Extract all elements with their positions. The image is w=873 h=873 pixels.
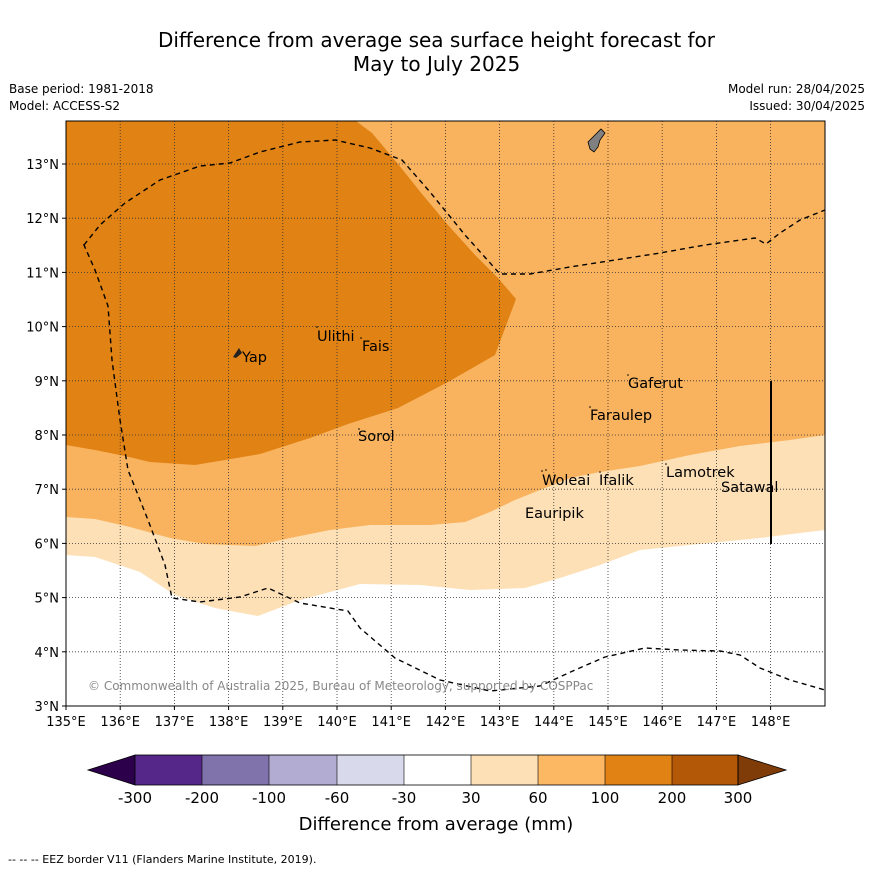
colorbar-segment-4 [337, 755, 404, 785]
lon-tick-label: 142°E [426, 715, 466, 730]
contour-band-100-200 [66, 121, 516, 465]
colorbar-tick-label: -300 [118, 789, 152, 807]
lon-tick-label: 144°E [534, 715, 574, 730]
title-line-1: Difference from average sea surface heig… [157, 28, 716, 52]
place-label-ifalik: Ifalik [599, 473, 634, 489]
contour-band-below-30 [66, 530, 825, 706]
colorbar-tick-label: 300 [724, 789, 753, 807]
place-label-fais: Fais [362, 339, 389, 355]
yap-island [233, 348, 242, 358]
colorbar-segment-1 [135, 755, 202, 785]
map-area: Yap Ulithi Fais Sorol Gaferut Faraulep W… [66, 121, 825, 706]
lon-tick-label: 137°E [155, 715, 195, 730]
colorbar-segment-2 [202, 755, 269, 785]
gridlines [66, 121, 825, 706]
lat-tick-label: 5°N [35, 592, 60, 607]
colorbar-tick-label: -100 [252, 789, 286, 807]
lon-tick-label: 145°E [588, 715, 628, 730]
place-label-eauripik: Eauripik [525, 506, 584, 522]
model-run-text: Model run: 28/04/2025 [727, 82, 865, 96]
place-label-satawal: Satawal [721, 480, 778, 496]
colorbar-tick-label: 30 [461, 789, 480, 807]
colorbar-segment-9 [672, 755, 738, 785]
lon-tick-label: 136°E [100, 715, 140, 730]
colorbar-segment-8 [605, 755, 672, 785]
lat-tick-label: 4°N [35, 646, 60, 661]
colorbar-tick-label: -200 [185, 789, 219, 807]
island-markers [316, 326, 667, 473]
base-period-text: Base period: 1981-2018 [9, 82, 154, 96]
lat-tick-label: 7°N [35, 483, 60, 498]
colorbar: -300 -200 -100 -60 -30 30 60 100 200 300… [86, 754, 788, 835]
lat-tick-label: 13°N [26, 158, 59, 173]
eez-footnote: -- -- -- EEZ border V11 (Flanders Marine… [8, 853, 317, 866]
lon-tick-label: 135°E [46, 715, 86, 730]
lon-tick-label: 146°E [642, 715, 682, 730]
latitude-axis: 3°N 4°N 5°N 6°N 7°N 8°N 9°N 10°N 11°N 12°N 13°N [26, 158, 66, 715]
lat-tick-label: 8°N [35, 429, 60, 444]
colorbar-tick-label: 200 [658, 789, 687, 807]
eez-border [82, 244, 825, 692]
colorbar-label: Difference from average (mm) [299, 814, 574, 835]
meta-left: Base period: 1981-2018 Model: ACCESS-S2 [9, 81, 154, 115]
colorbar-segment-5 [404, 755, 471, 785]
meta-right: Model run: 28/04/2025 Issued: 30/04/2025 [728, 81, 865, 115]
colorbar-tick-label: -60 [325, 789, 350, 807]
colorbar-segment-3 [269, 755, 337, 785]
colorbar-extend-high [737, 754, 788, 786]
lat-tick-label: 11°N [26, 266, 59, 281]
lat-tick-label: 6°N [35, 537, 60, 552]
colorbar-tick-label: 100 [591, 789, 620, 807]
place-label-lamotrek: Lamotrek [666, 465, 735, 481]
lon-tick-label: 139°E [263, 715, 303, 730]
lon-tick-label: 140°E [317, 715, 357, 730]
chart-title: Difference from average sea surface heig… [0, 28, 873, 76]
lon-tick-label: 143°E [480, 715, 520, 730]
issued-text: Issued: 30/04/2025 [749, 99, 865, 113]
model-text: Model: ACCESS-S2 [9, 99, 121, 113]
colorbar-tick-label: -30 [392, 789, 417, 807]
place-label-gaferut: Gaferut [628, 376, 683, 392]
lon-tick-label: 148°E [751, 715, 791, 730]
place-label-faraulep: Faraulep [590, 408, 652, 424]
lat-tick-label: 10°N [26, 321, 59, 336]
lat-tick-label: 12°N [26, 212, 59, 227]
place-label-ulithi: Ulithi [317, 329, 355, 345]
colorbar-segment-7 [538, 755, 605, 785]
copyright-text: © Commonwealth of Australia 2025, Bureau… [88, 679, 593, 693]
lat-tick-label: 3°N [35, 700, 60, 715]
guam-island [587, 128, 606, 153]
title-line-2: May to July 2025 [352, 52, 521, 76]
lat-tick-label: 9°N [35, 375, 60, 390]
colorbar-segment-6 [471, 755, 538, 785]
eez-border-north [83, 139, 825, 275]
colorbar-tick-label: 60 [528, 789, 547, 807]
lon-tick-label: 138°E [209, 715, 249, 730]
colorbar-extend-low [86, 754, 136, 786]
place-label-sorol: Sorol [358, 429, 395, 445]
longitude-axis: 135°E 136°E 137°E 138°E 139°E 140°E 141°E 142°E… [46, 706, 790, 730]
lon-tick-label: 147°E [697, 715, 737, 730]
place-label-yap: Yap [241, 350, 267, 366]
lon-tick-label: 141°E [371, 715, 411, 730]
place-label-woleai: Woleai [542, 473, 590, 489]
